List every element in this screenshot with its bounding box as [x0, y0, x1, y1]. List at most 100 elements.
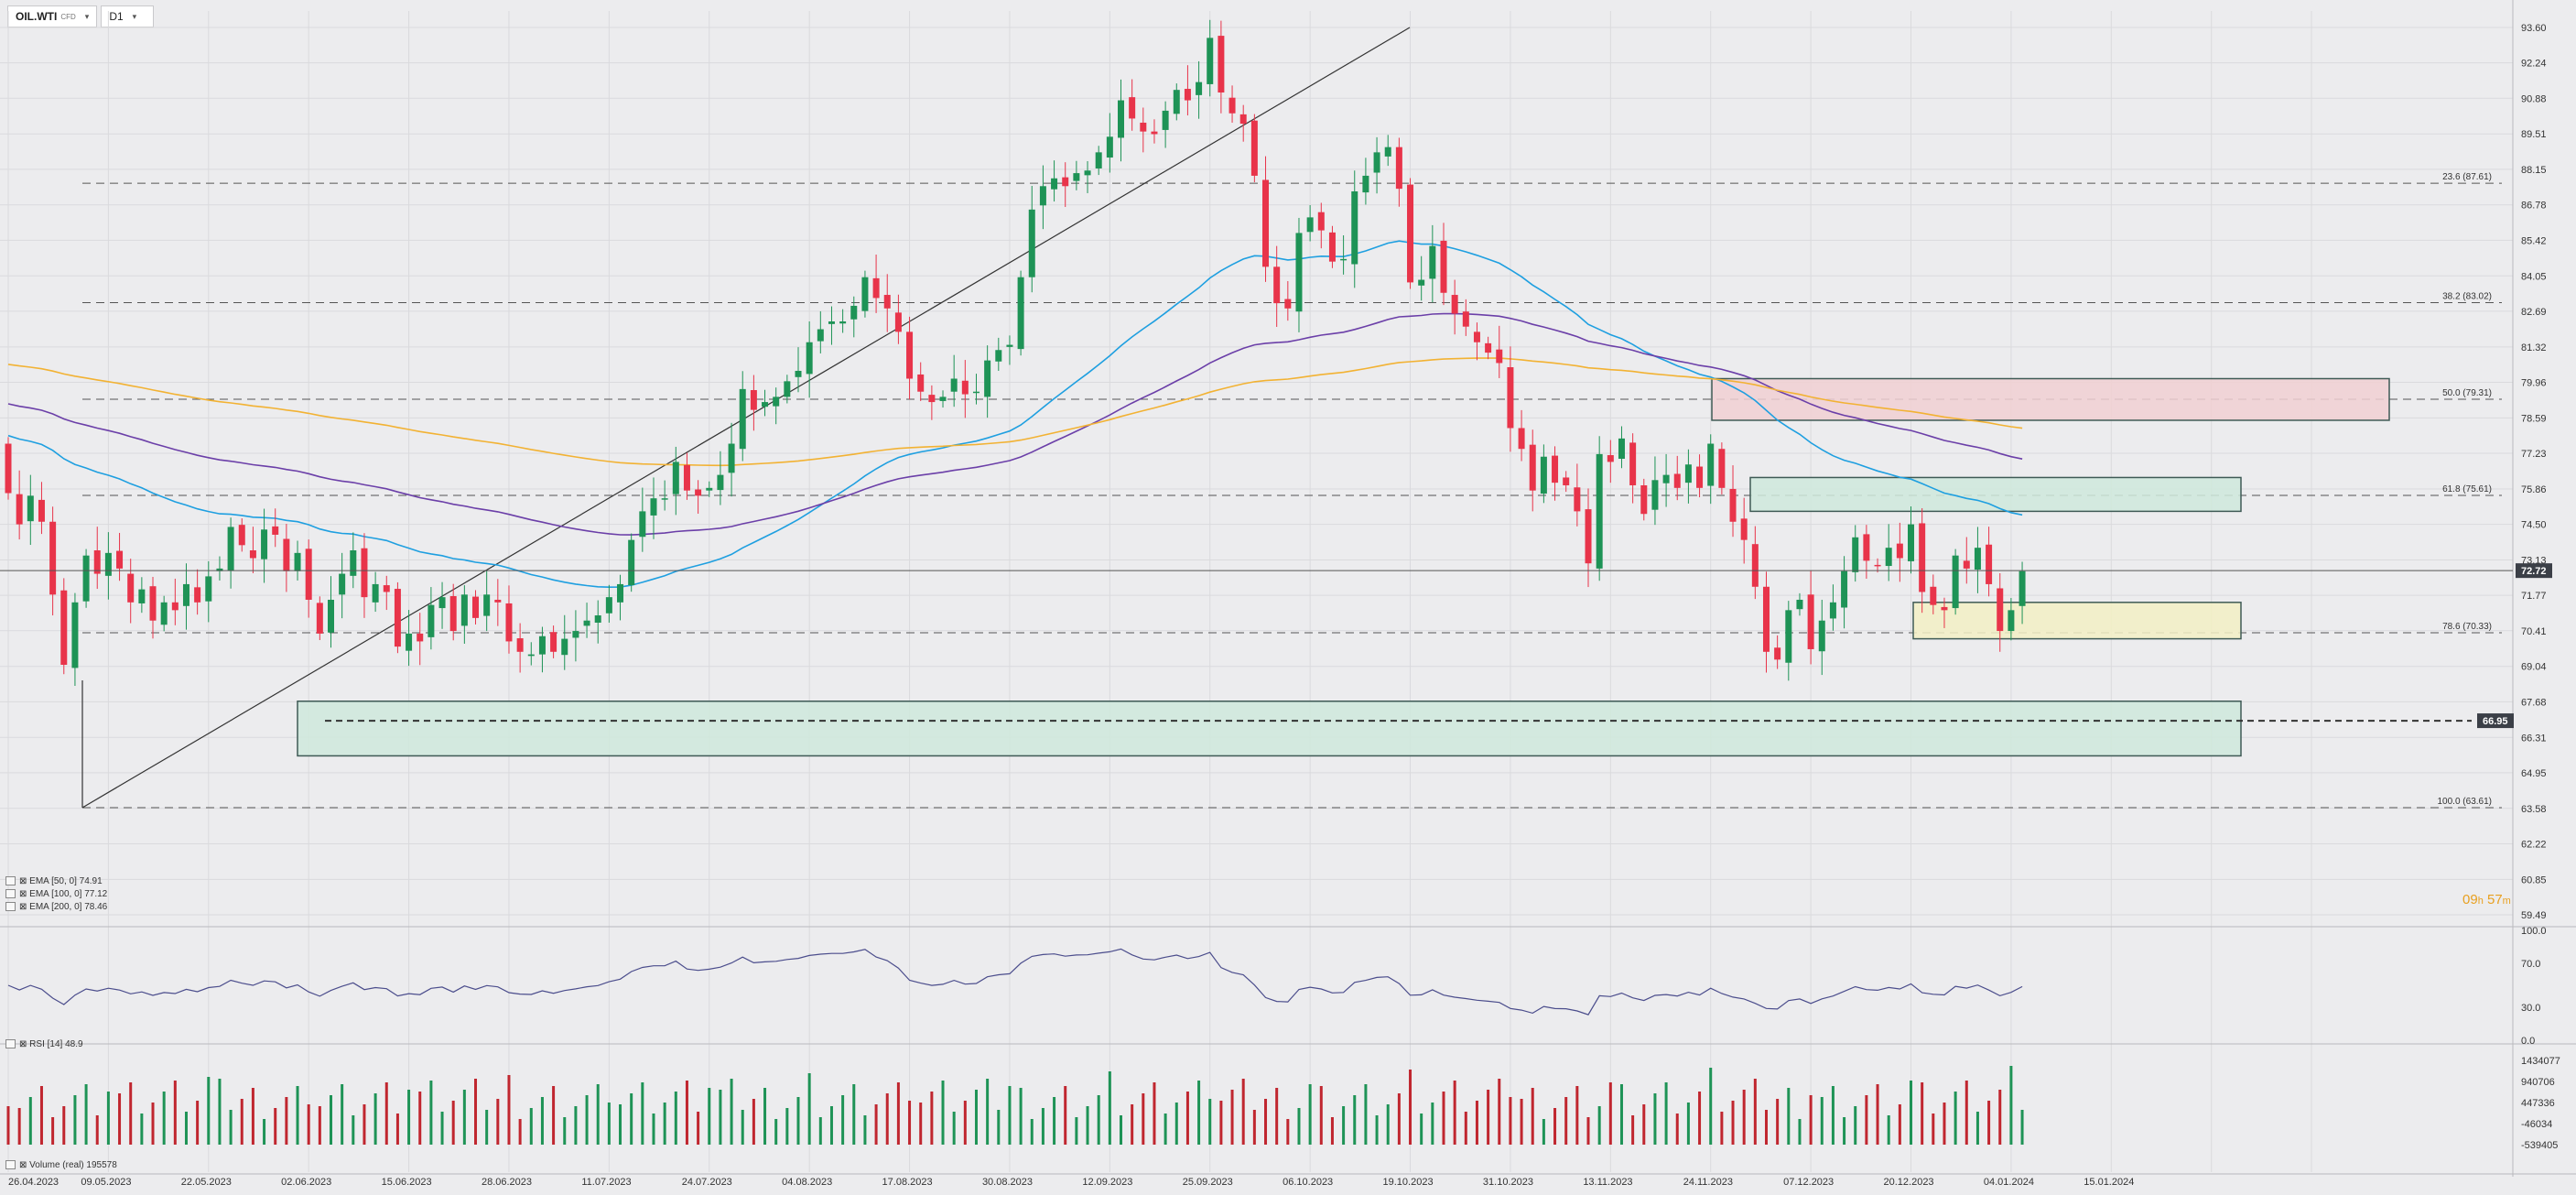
volume-bar	[307, 1104, 310, 1145]
candle-body	[1729, 488, 1737, 522]
volume-bar	[697, 1112, 700, 1145]
volume-bar	[619, 1104, 622, 1145]
symbol-type-label: CFD	[60, 12, 76, 21]
price-tick-label: 70.41	[2521, 626, 2547, 637]
candle-body	[1529, 444, 1536, 491]
timer-hours-unit: h	[2477, 896, 2484, 907]
volume-bar	[986, 1079, 990, 1145]
candle-body	[1295, 233, 1303, 312]
volume-bar	[1108, 1071, 1111, 1145]
volume-bar	[552, 1086, 556, 1145]
candle-body	[1874, 564, 1881, 567]
volume-bar	[1030, 1119, 1034, 1145]
volume-tick-label: 1434077	[2521, 1056, 2560, 1067]
candle-body	[1518, 428, 1525, 450]
symbol-selector[interactable]: OIL.WTI CFD ▾	[7, 5, 98, 27]
ema100-value: 77.12	[84, 889, 108, 899]
candle-body	[1818, 620, 1825, 652]
volume-bar	[118, 1093, 122, 1145]
candle-body	[361, 548, 368, 598]
candle-body	[1184, 89, 1191, 101]
candle-body	[972, 391, 980, 394]
candle-body	[372, 583, 379, 603]
candle-body	[817, 329, 824, 342]
candle-body	[60, 590, 68, 665]
volume-bar	[1753, 1079, 1757, 1145]
candle-body	[617, 583, 624, 603]
settings-icon[interactable]	[5, 876, 16, 886]
candle-body	[1062, 177, 1069, 187]
date-tick-label: 15.01.2024	[2084, 1177, 2134, 1188]
settings-icon[interactable]	[5, 1160, 16, 1170]
candle-body	[1485, 342, 1492, 353]
price-tick-label: 71.77	[2521, 591, 2547, 602]
price-tick-label: 74.50	[2521, 520, 2547, 531]
volume-bar	[1843, 1117, 1846, 1145]
candle-body	[1841, 570, 1848, 608]
candle-body	[706, 487, 713, 491]
candle-body	[1785, 610, 1792, 663]
candle-body	[728, 443, 735, 473]
volume-bar	[630, 1093, 633, 1145]
rsi-legend: ⊠ RSI [14] 48.9	[5, 1038, 83, 1051]
date-tick-label: 13.11.2023	[1583, 1177, 1632, 1188]
candle-body	[572, 631, 579, 638]
candle-body	[939, 397, 947, 401]
candle-body	[1807, 594, 1814, 649]
volume-bar	[352, 1115, 355, 1145]
volume-bar	[930, 1092, 934, 1145]
volume-label: Volume (real)	[29, 1160, 84, 1170]
price-tick-label: 92.24	[2521, 59, 2547, 70]
price-tick-label: 64.95	[2521, 768, 2547, 779]
settings-icon[interactable]	[5, 1039, 16, 1049]
ema200-label: EMA [200, 0]	[29, 902, 82, 912]
volume-bar	[384, 1082, 388, 1145]
volume-bar	[1219, 1101, 1223, 1145]
candle-body	[1106, 136, 1113, 158]
support-zone-box	[1912, 602, 2242, 640]
volume-bar	[1553, 1108, 1557, 1145]
candle-body	[1418, 279, 1425, 286]
volume-bar	[796, 1097, 800, 1145]
volume-bar	[1241, 1079, 1245, 1145]
candle-body	[1607, 455, 1614, 462]
volume-bar	[1420, 1114, 1423, 1145]
volume-bar	[1653, 1093, 1657, 1145]
volume-bar	[1932, 1114, 1935, 1145]
volume-bar	[84, 1084, 88, 1145]
volume-bar	[1943, 1103, 1946, 1145]
candle-body	[1284, 299, 1292, 309]
support-zone-box	[1749, 476, 2242, 513]
volume-bar	[418, 1092, 422, 1145]
candle-body	[928, 395, 936, 403]
candle-body	[1129, 97, 1136, 119]
settings-icon[interactable]	[5, 902, 16, 912]
fib-level-label: 100.0 (63.61)	[2438, 797, 2493, 807]
candle-body	[661, 498, 668, 500]
date-tick-label: 26.04.2023	[8, 1177, 59, 1188]
candle-body	[1930, 586, 1937, 605]
ema-legend-row: ⊠ EMA [200, 0] 78.46	[5, 901, 107, 914]
volume-bar	[451, 1101, 455, 1145]
volume-bar	[585, 1095, 589, 1145]
volume-bar	[1998, 1090, 2002, 1145]
timeframe-selector[interactable]: D1 ▾	[101, 5, 155, 27]
volume-bar	[1498, 1079, 1501, 1145]
candle-body	[71, 602, 79, 668]
volume-bar	[1409, 1070, 1412, 1145]
settings-icon[interactable]	[5, 889, 16, 899]
volume-bar	[1776, 1099, 1780, 1145]
volume-bar	[95, 1115, 99, 1145]
volume-bar	[1597, 1106, 1601, 1145]
ema-line	[7, 240, 2023, 589]
volume-bar	[1675, 1114, 1679, 1145]
volume-bar	[719, 1090, 722, 1145]
volume-bar	[1075, 1117, 1078, 1145]
volume-bar	[1487, 1090, 1490, 1145]
chevron-down-icon: ▾	[84, 11, 90, 21]
candle-body	[505, 603, 513, 642]
rsi-tick-label: 30.0	[2521, 1003, 2540, 1014]
candle-body	[428, 604, 435, 637]
candle-body	[1796, 599, 1803, 610]
